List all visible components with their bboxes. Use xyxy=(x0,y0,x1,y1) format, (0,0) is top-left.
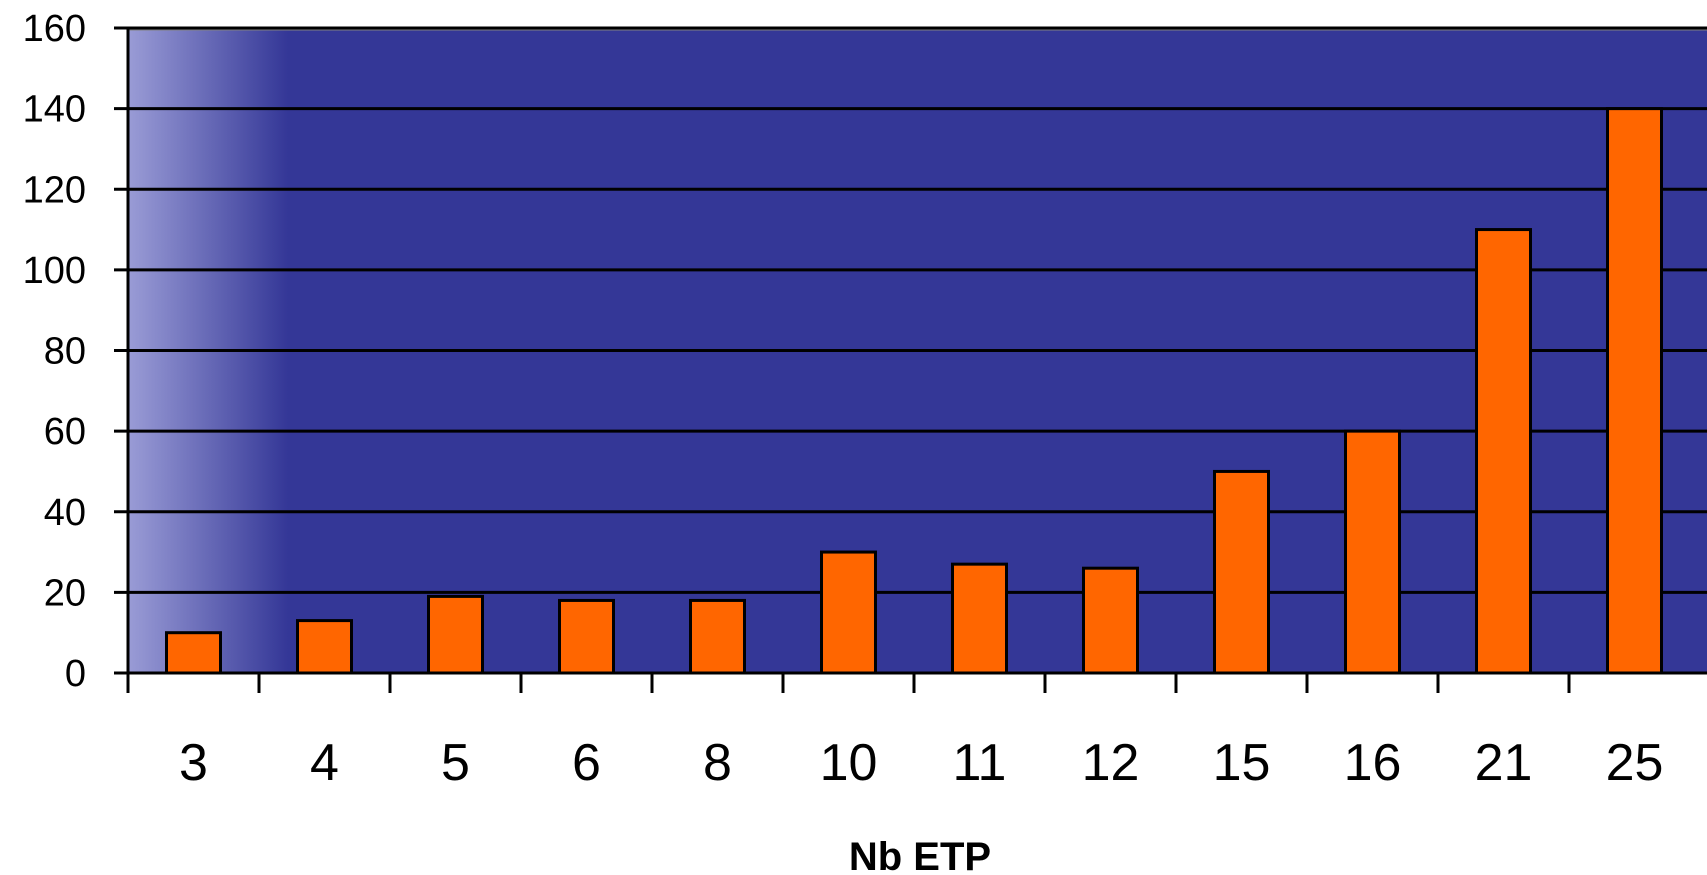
x-tick-label: 10 xyxy=(820,734,878,792)
y-axis-ticks: 0 20 40 60 80 100 120 140 160 xyxy=(23,8,128,695)
bar-5 xyxy=(427,594,484,675)
x-tick-label: 3 xyxy=(179,734,208,792)
bar-12 xyxy=(1082,566,1139,675)
bars xyxy=(165,107,1663,675)
bar-4 xyxy=(296,619,353,675)
x-tick-label: 21 xyxy=(1475,734,1533,792)
y-tick-label: 80 xyxy=(44,331,86,373)
x-tick-label: 5 xyxy=(441,734,470,792)
bar-25 xyxy=(1606,107,1663,675)
x-tick-label: 15 xyxy=(1213,734,1271,792)
gridlines xyxy=(128,26,1707,594)
bar-8 xyxy=(689,598,746,675)
y-tick-label: 20 xyxy=(44,572,86,614)
x-tick-label: 8 xyxy=(703,734,732,792)
bar-3 xyxy=(165,631,222,675)
x-tick-label: 16 xyxy=(1344,734,1402,792)
bar-11 xyxy=(951,562,1008,675)
bar-21 xyxy=(1475,228,1532,675)
x-tick-label: 4 xyxy=(310,734,339,792)
bar-15 xyxy=(1213,469,1270,675)
x-axis-ticks: 3 4 5 6 8 10 11 12 15 16 21 25 xyxy=(126,673,1664,792)
y-tick-label: 60 xyxy=(44,411,86,453)
y-tick-label: 100 xyxy=(23,250,86,292)
x-axis-title: Nb ETP xyxy=(849,835,991,875)
x-tick-label: 6 xyxy=(572,734,601,792)
x-tick-label: 25 xyxy=(1606,734,1664,792)
x-tick-label: 12 xyxy=(1082,734,1140,792)
y-tick-label: 140 xyxy=(23,89,86,131)
y-tick-label: 0 xyxy=(65,653,86,695)
x-tick-label: 11 xyxy=(953,734,1007,792)
bar-10 xyxy=(820,550,877,675)
y-tick-label: 120 xyxy=(23,169,86,211)
y-tick-label: 160 xyxy=(23,8,86,50)
bar-6 xyxy=(558,598,615,675)
bar-16 xyxy=(1344,429,1401,675)
y-tick-label: 40 xyxy=(44,492,86,534)
